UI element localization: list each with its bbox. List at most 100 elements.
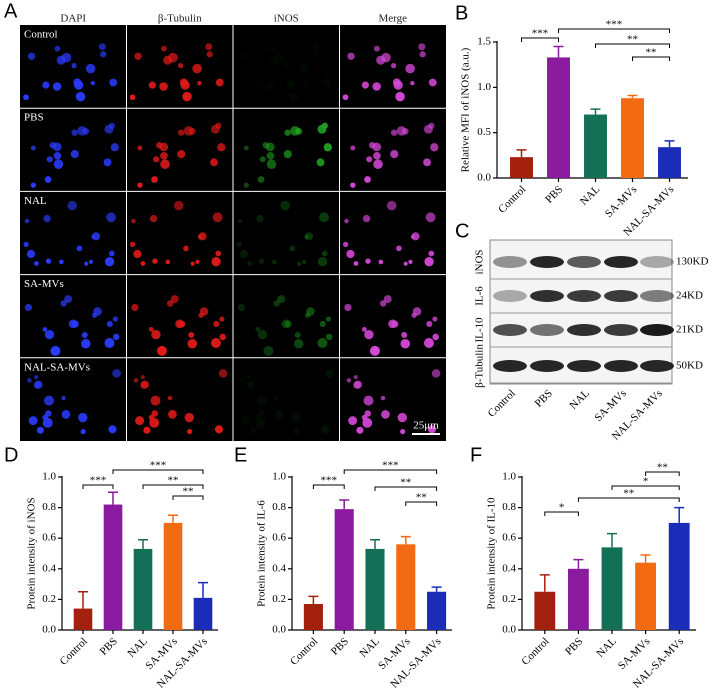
cell [255,414,262,421]
cell [205,43,213,51]
cell [161,45,167,52]
cell [190,261,195,266]
band [493,324,527,336]
band [530,290,564,302]
y-tick-label: 0.0 [477,172,491,184]
cell [134,52,142,60]
cell [103,158,112,167]
significance-bracket [595,43,670,48]
cell [133,249,142,259]
cell [210,124,220,134]
cell [160,159,170,169]
cell [273,300,280,307]
cell [241,416,251,426]
cell [214,425,224,434]
column-header: DAPI [60,13,86,25]
cell [241,53,248,60]
significance-bracket [374,486,438,491]
cell [23,241,29,248]
cell [192,63,202,74]
cell [24,303,33,312]
cell [52,82,62,91]
significance-label: * [559,502,565,514]
cell [140,381,148,389]
cell [182,91,192,102]
bar [73,608,93,630]
cell [184,412,194,423]
error-bar [168,514,178,523]
y-tick-label: 0.0 [502,624,516,636]
blot-bands [490,256,674,384]
row-label: NAL [24,195,47,207]
significance-bracket [521,37,559,42]
cell [289,245,296,252]
cell [137,182,143,188]
significance-bracket [82,484,114,489]
cell [373,159,383,169]
cell [104,257,115,267]
cell [71,129,78,136]
cell [215,78,224,87]
cell [393,80,403,90]
cell [159,142,169,152]
cell [61,410,71,419]
x-tick-label: NAL [125,635,150,660]
cell [280,200,290,211]
column-header: iNOS [274,13,299,25]
cell [135,416,145,426]
cell [353,261,359,266]
cell [168,410,177,419]
cell [42,81,50,89]
cell [372,82,381,91]
row-label: NAL-SA-MVs [24,361,90,373]
cell [78,412,88,423]
y-tick-label: 0.6 [42,532,56,544]
panel-letter: A [4,0,18,22]
cell [281,319,291,329]
cell [361,81,369,89]
significance-label: ** [657,462,668,474]
cell [240,378,245,383]
cell [45,258,52,264]
cell [405,63,415,74]
protein-label: iNOS [474,249,486,274]
significance-label: *** [150,460,167,472]
cell [30,145,36,151]
cell [396,245,402,252]
cell [177,129,185,136]
cell [401,332,408,339]
error-bar [370,538,380,549]
significance-bracket [343,469,438,474]
cell [303,80,309,86]
cell [218,369,228,378]
cell [350,145,356,151]
cell [237,303,246,312]
cell [112,369,121,378]
cell [170,295,179,304]
x-tick-label: Control [496,183,528,215]
bar [193,597,213,630]
cell [430,143,439,152]
cell [217,143,226,152]
cell [58,259,64,265]
cell [81,332,88,339]
bar [133,548,153,630]
x-tick-label: PBS [543,183,565,205]
band [493,290,527,302]
cell [133,378,139,383]
error-bar [640,554,651,563]
cell [304,312,311,318]
cell [44,329,55,340]
lane-label: NAL [567,387,592,412]
cell [342,94,349,101]
cell [34,375,39,380]
band [530,360,564,372]
cell [85,63,96,74]
significance-bracket [645,471,680,476]
cell [60,300,67,307]
cell [325,316,331,322]
y-tick-label: 1.5 [477,36,491,48]
cell [100,51,107,58]
x-tick-label: NAL [357,635,382,660]
column-header: Merge [378,13,407,25]
